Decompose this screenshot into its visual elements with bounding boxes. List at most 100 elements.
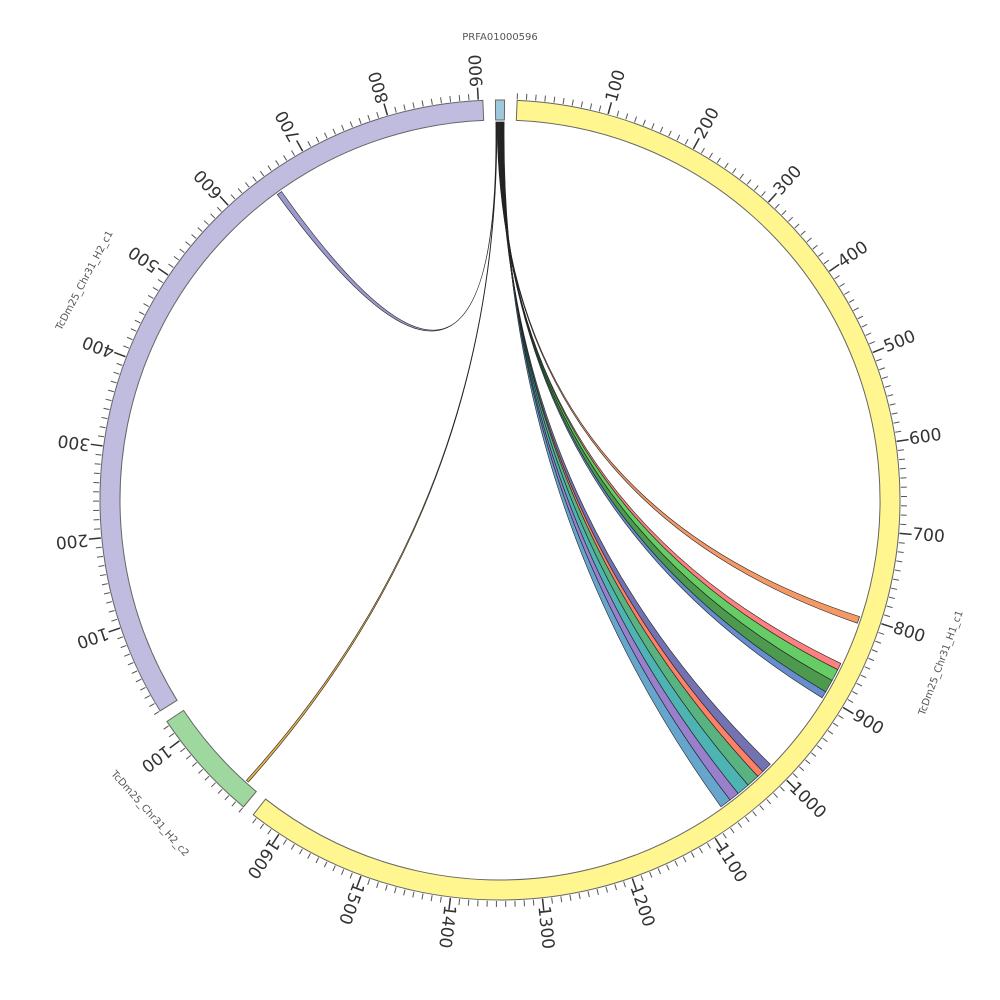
minor-tick: [716, 157, 721, 164]
minor-tick: [625, 113, 629, 120]
minor-tick: [732, 168, 737, 174]
minor-tick: [884, 385, 891, 388]
minor-tick: [891, 412, 898, 415]
minor-tick: [315, 136, 320, 143]
minor-tick: [832, 722, 839, 727]
minor-tick: [754, 185, 759, 191]
minor-tick: [267, 828, 272, 835]
minor-tick: [259, 823, 265, 830]
minor-tick: [708, 152, 713, 159]
minor-tick: [458, 95, 461, 102]
minor-tick: [614, 884, 618, 891]
minor-tick: [252, 176, 257, 182]
major-tick: [828, 263, 840, 272]
major-tick: [383, 103, 389, 116]
major-tick: [896, 438, 909, 443]
minor-tick: [889, 403, 896, 406]
minor-tick: [403, 889, 406, 896]
minor-tick: [589, 103, 593, 110]
minor-tick: [110, 380, 117, 384]
segment: [494, 99, 506, 121]
minor-tick: [722, 833, 727, 839]
minor-tick: [412, 102, 415, 109]
minor-tick: [800, 230, 806, 236]
minor-tick: [323, 861, 328, 868]
minor-tick: [682, 856, 687, 863]
minor-tick: [642, 119, 646, 126]
minor-tick: [878, 631, 885, 635]
minor-tick: [139, 686, 146, 691]
tick-label: 300: [56, 430, 91, 454]
minor-tick: [430, 98, 433, 105]
minor-tick: [868, 657, 875, 662]
minor-tick: [766, 799, 772, 805]
minor-tick: [98, 435, 105, 438]
minor-tick: [98, 564, 105, 567]
major-tick: [692, 137, 700, 150]
minor-tick: [792, 773, 798, 779]
minor-tick: [844, 290, 850, 295]
minor-tick: [875, 640, 882, 644]
minor-tick: [847, 699, 854, 703]
major-tick: [714, 837, 723, 849]
minor-tick: [421, 100, 424, 107]
minor-tick: [812, 244, 818, 250]
minor-tick: [138, 311, 145, 316]
minor-tick: [315, 857, 320, 864]
minor-tick: [869, 341, 876, 345]
minor-tick: [332, 128, 336, 135]
minor-tick: [120, 644, 127, 649]
minor-tick: [794, 223, 800, 229]
minor-tick: [737, 822, 743, 828]
minor-tick: [634, 116, 638, 123]
minor-tick: [761, 191, 766, 197]
minor-tick: [283, 155, 288, 161]
minor-tick: [231, 801, 237, 807]
minor-tick: [367, 879, 371, 886]
major-tick: [295, 140, 304, 152]
minor-tick: [147, 295, 154, 299]
minor-tick: [860, 674, 867, 679]
minor-tick: [421, 893, 424, 900]
minor-tick: [439, 896, 442, 903]
minor-tick: [823, 259, 830, 265]
minor-tick: [838, 714, 844, 719]
minor-tick: [739, 173, 744, 179]
minor-tick: [152, 286, 159, 291]
minor-tick: [746, 179, 752, 185]
minor-tick: [773, 792, 779, 798]
minor-tick: [95, 546, 102, 549]
minor-tick: [332, 865, 336, 872]
major-tick: [767, 192, 778, 203]
minor-tick: [896, 560, 903, 563]
minor-tick: [349, 121, 353, 128]
minor-tick: [204, 775, 210, 781]
minor-tick: [96, 555, 104, 558]
major-tick: [872, 347, 885, 354]
minor-tick: [173, 256, 180, 261]
minor-tick: [385, 884, 388, 891]
minor-tick: [412, 891, 415, 898]
minor-tick: [893, 578, 900, 581]
minor-tick: [403, 104, 406, 111]
minor-tick: [394, 106, 397, 113]
minor-tick: [834, 275, 840, 280]
minor-tick: [163, 725, 169, 730]
major-tick: [108, 627, 121, 633]
minor-tick: [103, 407, 110, 411]
minor-tick: [267, 165, 272, 171]
minor-tick: [101, 583, 108, 586]
minor-tick: [99, 426, 106, 429]
minor-tick: [779, 786, 785, 792]
segment: [166, 709, 257, 808]
minor-tick: [108, 609, 115, 613]
minor-tick: [324, 132, 328, 139]
major-tick: [90, 443, 103, 447]
minor-tick: [706, 842, 711, 849]
minor-tick: [864, 666, 871, 670]
minor-tick: [131, 670, 138, 674]
minor-tick: [684, 138, 689, 145]
segment: [252, 99, 901, 901]
minor-tick: [865, 332, 872, 336]
